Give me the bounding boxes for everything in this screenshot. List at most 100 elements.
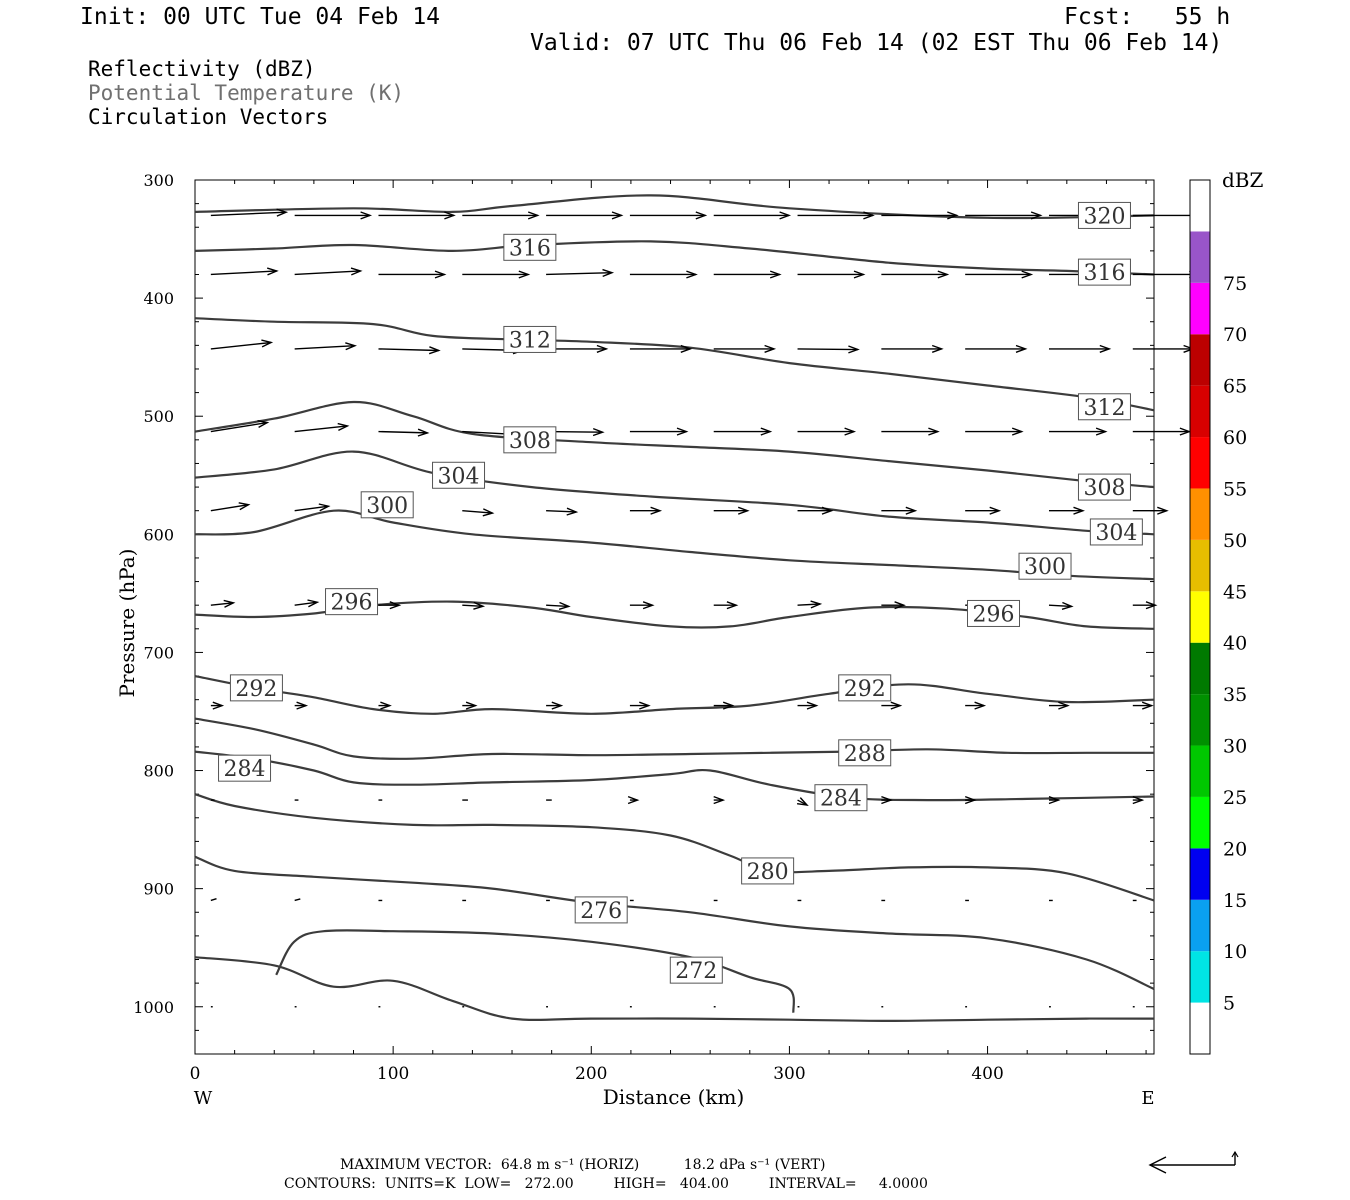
contour-label-box <box>814 784 868 812</box>
vector-arrowhead <box>380 701 392 710</box>
x-tick-label: 400 <box>971 1064 1003 1084</box>
circulation-vector <box>294 344 355 350</box>
vector-arrowhead <box>1021 270 1034 279</box>
colorbar-segment <box>1190 899 1210 952</box>
contour-label-box <box>1077 393 1131 421</box>
contour-line-272 <box>275 929 795 1013</box>
vector-arrowhead <box>769 270 782 279</box>
y-axis-label: Pressure (hPa) <box>115 549 139 698</box>
contour-line-300 <box>194 509 1155 581</box>
contour-line-272 <box>194 956 1155 1023</box>
contours-footer: CONTOURS: UNITS=K LOW= 272.00 HIGH= 404.… <box>284 1176 928 1192</box>
plot-frame <box>194 179 1155 1055</box>
vector-arrowhead <box>806 701 819 710</box>
colorbar-segment <box>1190 848 1210 900</box>
contour-label: 288 <box>844 742 886 767</box>
circulation-vector <box>210 421 268 433</box>
circulation-vector <box>462 604 484 607</box>
vector-arrowhead <box>680 344 693 353</box>
circulation-vector <box>546 604 569 608</box>
contour-label: 316 <box>1083 261 1125 286</box>
y-tick-label: 800 <box>143 762 174 781</box>
vector-arrowhead <box>676 427 689 436</box>
colorbar-segment <box>1190 539 1210 592</box>
vector-arrowhead <box>760 427 773 436</box>
contour-label: 300 <box>366 494 408 519</box>
vector-arrowhead <box>592 427 605 437</box>
vector-arrowhead <box>551 701 564 710</box>
vector-arrowhead <box>596 344 609 353</box>
vector-arrowhead <box>212 701 225 710</box>
circulation-vector <box>294 270 361 276</box>
colorbar-segment <box>1190 385 1210 438</box>
vector-arrowhead <box>434 270 447 279</box>
vector-arrowhead <box>695 211 708 220</box>
contour-label-box <box>1077 258 1131 286</box>
vector-arrowhead <box>482 508 495 517</box>
contour-line-292 <box>194 675 1155 715</box>
vector-arrowhead <box>937 270 950 279</box>
circulation-vector <box>210 270 277 276</box>
contour-label: 308 <box>509 429 551 454</box>
vector-arrowhead <box>276 208 289 217</box>
vector-arrowhead <box>611 211 624 220</box>
vector-arrowhead <box>1048 795 1061 805</box>
x-tick-label: 200 <box>575 1064 607 1084</box>
contour-label: 276 <box>580 899 622 924</box>
y-tick-label: 400 <box>143 289 174 308</box>
contour-line-280 <box>194 793 1155 902</box>
vector-arrowhead <box>764 344 777 353</box>
colorbar-segment <box>1190 796 1210 849</box>
contour-label: 292 <box>235 677 277 702</box>
contour-label: 280 <box>747 860 789 885</box>
y-tick-label: 700 <box>143 643 174 662</box>
colorbar-tick-label: 15 <box>1223 890 1247 912</box>
colorbar-tick-label: 70 <box>1223 324 1247 346</box>
contour-label-box <box>360 491 414 519</box>
colorbar-tick-label: 5 <box>1223 993 1235 1015</box>
colorbar-segment <box>1190 951 1210 1003</box>
vector-arrowhead <box>848 345 860 354</box>
vector-arrowhead <box>1061 601 1074 610</box>
x-end-label-west: W <box>194 1088 213 1109</box>
vector-arrowhead <box>974 701 987 710</box>
vector-arrowhead <box>821 506 834 515</box>
contour-label-box <box>1018 552 1072 580</box>
vector-arrowhead <box>928 427 940 436</box>
vector-arrowhead <box>726 601 739 610</box>
contour-label-box <box>574 896 628 924</box>
circulation-vector <box>294 505 329 512</box>
vector-arrowhead <box>1058 701 1070 710</box>
colorbar-label: dBZ <box>1222 168 1264 192</box>
colorbar-segment <box>1190 231 1210 283</box>
vector-arrowhead <box>964 795 977 805</box>
colorbar-segment <box>1190 334 1210 386</box>
vector-arrowhead <box>1099 344 1112 353</box>
contour-line-320 <box>194 194 1155 220</box>
vector-arrowhead <box>518 270 531 279</box>
vector-arrowhead <box>1030 211 1043 220</box>
contour-label-box <box>838 739 892 767</box>
circulation-vector <box>462 510 493 514</box>
colorbar-segment <box>1190 642 1210 695</box>
y-tick-label: 600 <box>143 525 174 544</box>
vector-arrowhead <box>1095 427 1108 436</box>
contour-line-312 <box>194 317 1155 412</box>
vector-arrowhead <box>360 211 373 220</box>
vector-arrowhead <box>337 422 350 432</box>
colorbar-segment <box>1190 1002 1210 1054</box>
vector-arrowhead <box>465 701 478 710</box>
vector-arrowhead <box>947 211 959 220</box>
colorbar-tick-label: 25 <box>1223 787 1247 809</box>
vector-arrowhead <box>257 420 270 429</box>
colorbar-tick-label: 35 <box>1223 684 1247 706</box>
contour-label-box <box>838 674 892 702</box>
vector-arrowhead <box>642 601 655 610</box>
vector-arrowhead <box>1145 601 1158 610</box>
contour-label: 312 <box>509 328 551 353</box>
contour-label: 320 <box>1083 204 1125 229</box>
contour-label-box <box>229 674 283 702</box>
contour-label-box <box>1089 518 1143 546</box>
contour-line-316 <box>194 240 1155 276</box>
circulation-vector <box>210 897 217 902</box>
